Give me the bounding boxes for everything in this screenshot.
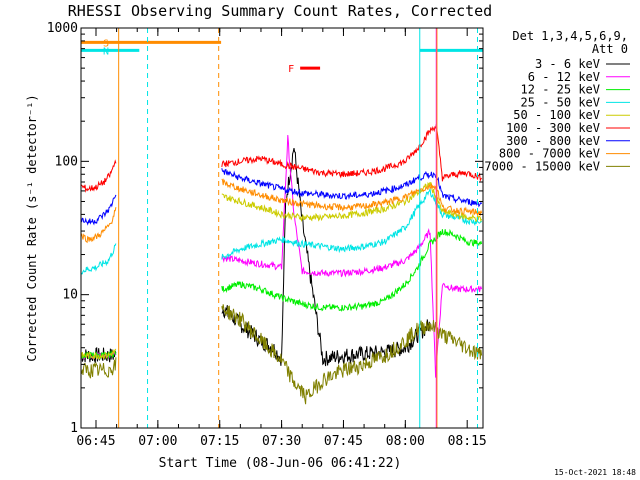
flag-label-s: S	[103, 38, 109, 49]
y-tick-label-0: 1	[70, 421, 78, 436]
series-line-3	[80, 188, 483, 275]
chart-title: RHESSI Observing Summary Count Rates, Co…	[68, 2, 492, 20]
data-series	[80, 124, 483, 405]
y-tick-label-1: 10	[62, 288, 78, 303]
legend-label-3: 25 - 50 keV	[521, 95, 600, 109]
mode-markers	[118, 28, 479, 428]
x-tick-label-0: 06:45	[76, 434, 115, 449]
y-tick-label-3: 1000	[47, 21, 78, 36]
flag-label-f: F	[288, 64, 294, 75]
legend-header-line-1: Det 1,3,4,5,6,9,	[512, 29, 628, 43]
legend-label-8: 7000 - 15000 keV	[484, 159, 600, 173]
x-tick-label-3: 07:30	[262, 434, 301, 449]
series-line-6	[80, 168, 483, 226]
series-line-5	[80, 124, 483, 193]
axes: 06:45 07:00 07:15 07:30 07:45 08:00 08:15 1 10 10…	[47, 21, 487, 449]
series-line-7	[80, 178, 483, 244]
x-tick-label-4: 07:45	[324, 434, 363, 449]
legend-label-6: 300 - 800 keV	[506, 134, 600, 148]
x-tick-label-6: 08:15	[448, 434, 487, 449]
x-axis-label: Start Time (08-Jun-06 06:41:22)	[159, 456, 402, 471]
flag-label-n: N	[103, 46, 109, 57]
legend-label-5: 100 - 300 keV	[506, 121, 600, 135]
render-timestamp: 15-Oct-2021 18:48	[554, 468, 636, 477]
legend-label-7: 800 - 7000 keV	[499, 147, 600, 161]
x-tick-label-5: 08:00	[386, 434, 425, 449]
x-tick-label-1: 07:00	[138, 434, 177, 449]
legend-label-2: 12 - 25 keV	[521, 83, 600, 97]
legend-label-0: 3 - 6 keV	[535, 57, 600, 71]
y-tick-label-2: 100	[55, 154, 78, 169]
legend-header-line-2: Att 0	[592, 42, 628, 56]
legend-label-1: 6 - 12 keV	[528, 70, 600, 84]
series-line-4	[80, 181, 483, 361]
flag-bars: SN F	[81, 38, 483, 75]
legend-label-4: 50 - 100 keV	[513, 108, 600, 122]
x-tick-label-2: 07:15	[200, 434, 239, 449]
y-axis-label: Corrected Count Rate (s⁻¹ detector⁻¹)	[25, 94, 39, 361]
series-line-8	[80, 304, 483, 405]
